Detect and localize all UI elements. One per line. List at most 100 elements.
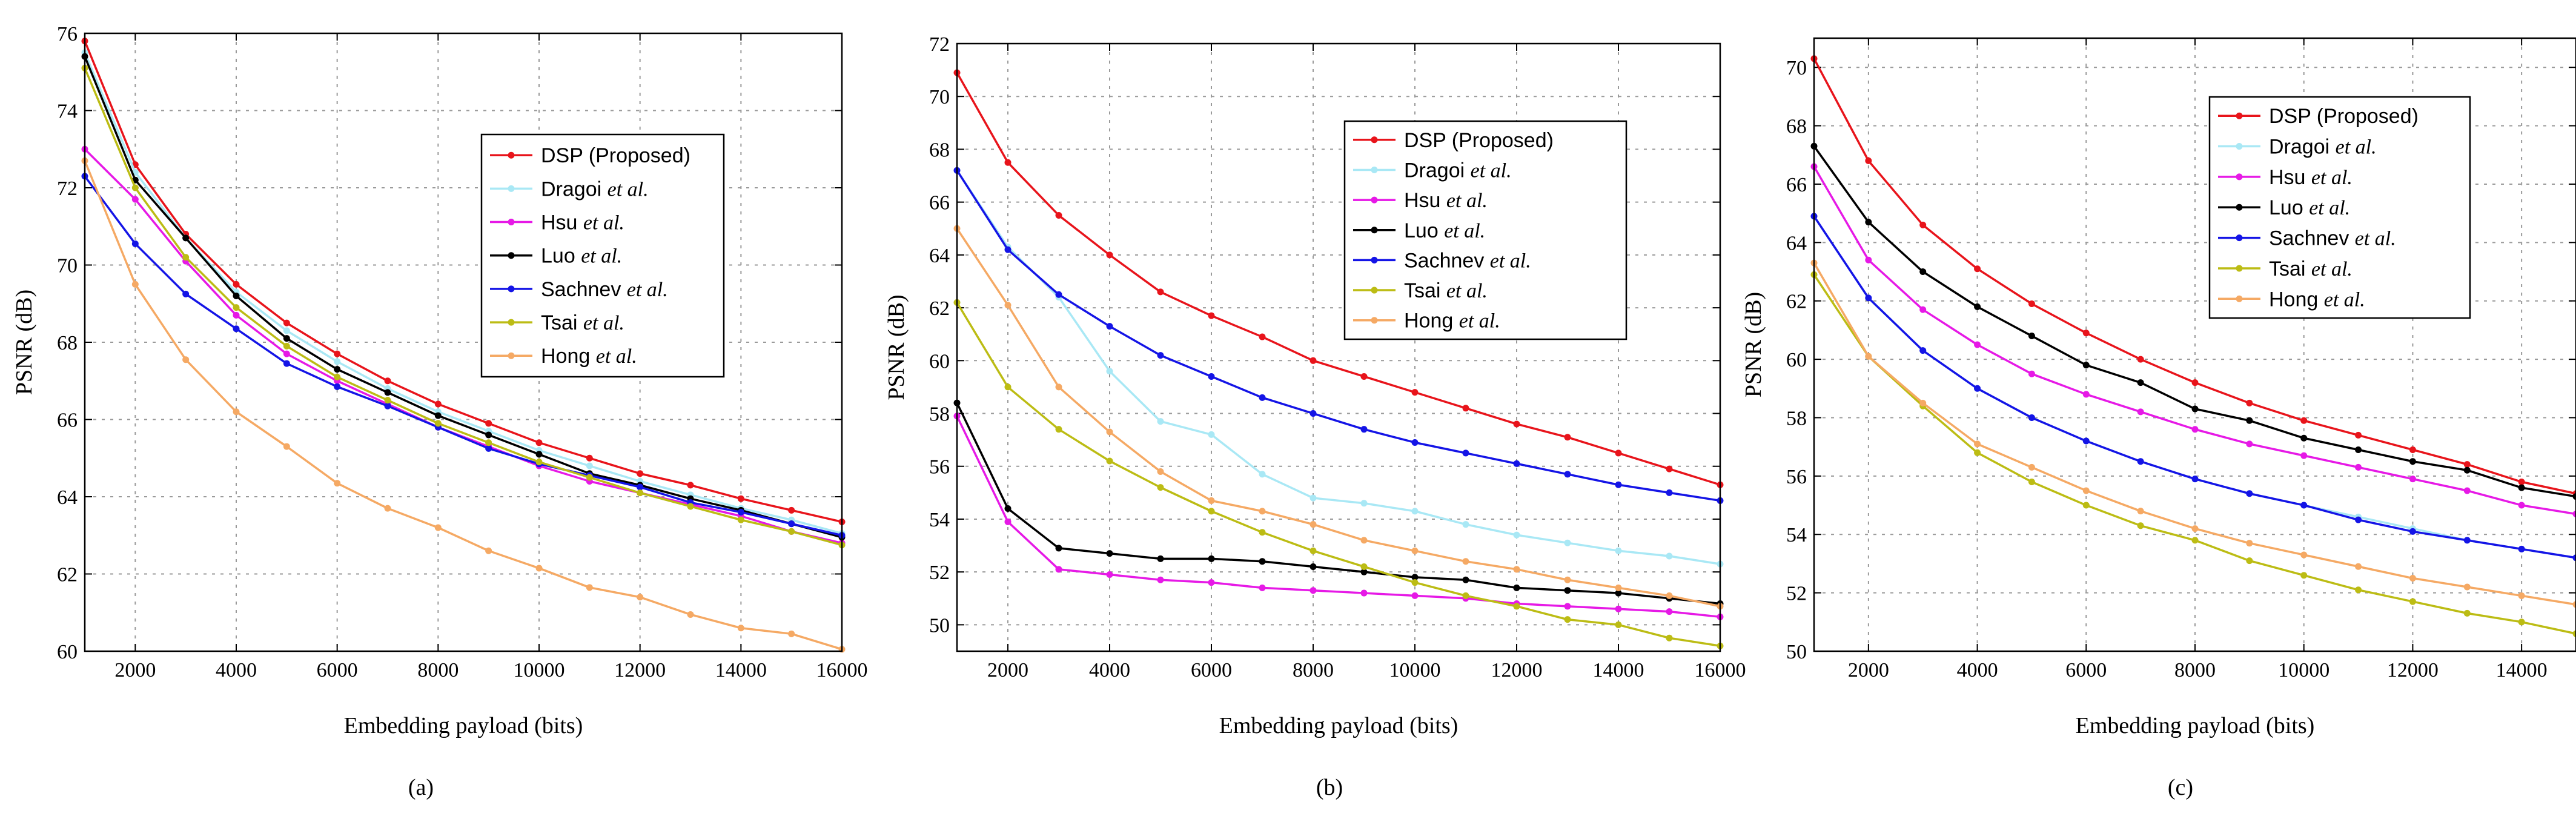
data-point <box>1974 449 1981 456</box>
x-axis-label: Embedding payload (bits) <box>344 713 583 738</box>
data-point <box>586 584 593 591</box>
data-point <box>2355 446 2362 453</box>
data-point <box>1513 460 1520 467</box>
legend-label-name: Hong <box>1404 310 1459 333</box>
data-point <box>1919 347 1927 354</box>
legend-swatch-marker <box>1371 136 1378 144</box>
data-point <box>2518 484 2525 491</box>
data-point <box>1615 481 1622 488</box>
legend-label-suffix: et al. <box>1490 250 1531 272</box>
data-point <box>1666 608 1673 615</box>
data-point <box>434 420 442 427</box>
data-point <box>1208 555 1215 562</box>
data-point <box>1004 518 1012 525</box>
legend-label-suffix: et al. <box>2309 197 2350 219</box>
data-point <box>1004 383 1012 391</box>
y-tick-label: 52 <box>1786 583 1807 605</box>
y-tick-label: 68 <box>1786 116 1807 138</box>
legend: DSP (Proposed)Dragoi et al.Hsu et al.Luo… <box>480 133 725 378</box>
series-sachnev <box>1810 213 2576 562</box>
legend-label: Dragoi et al. <box>541 177 649 201</box>
data-point <box>1106 550 1113 557</box>
legend-label: DSP (Proposed) <box>541 144 690 167</box>
legend-label-name: DSP (Proposed) <box>2269 105 2419 128</box>
data-point <box>1259 529 1266 536</box>
data-point <box>2082 502 2090 509</box>
legend-label: Luo et al. <box>1404 219 1485 242</box>
data-point <box>131 240 139 247</box>
series-luo <box>1810 142 2576 500</box>
data-point <box>1919 221 1927 228</box>
legend-label: DSP (Proposed) <box>1404 129 1554 152</box>
data-point <box>1513 531 1520 539</box>
y-tick-label: 64 <box>929 245 950 267</box>
legend-swatch-marker <box>2236 265 2243 272</box>
data-point <box>2518 502 2525 509</box>
data-point <box>1055 566 1062 573</box>
legend-label: Tsai et al. <box>2269 257 2353 280</box>
legend-item: Hsu et al. <box>1353 189 1488 212</box>
data-point <box>2355 431 2362 439</box>
data-point <box>1666 552 1673 560</box>
data-point <box>1919 268 1927 276</box>
data-point <box>2409 458 2416 465</box>
data-point <box>2028 370 2035 377</box>
x-tick-label: 6000 <box>1191 659 1232 681</box>
data-point <box>283 443 290 450</box>
data-point <box>1564 434 1571 441</box>
data-point <box>1157 484 1164 491</box>
data-point <box>1865 157 1872 164</box>
data-point <box>737 509 744 516</box>
data-point <box>1106 251 1113 259</box>
legend-swatch-marker <box>2236 112 2243 119</box>
data-point <box>283 335 290 342</box>
data-point <box>1259 394 1266 401</box>
data-point <box>535 459 543 466</box>
data-point <box>2246 417 2253 424</box>
y-tick-label: 58 <box>929 403 950 426</box>
data-point <box>283 360 290 367</box>
plot-frame <box>1813 37 2576 652</box>
data-point <box>233 280 240 288</box>
data-point <box>1564 471 1571 478</box>
data-point <box>586 454 593 462</box>
data-point <box>182 356 190 363</box>
y-tick-label: 66 <box>57 409 78 432</box>
data-point <box>1310 563 1317 570</box>
data-point <box>1513 566 1520 573</box>
data-point <box>1360 537 1368 544</box>
data-point <box>384 377 391 385</box>
data-point <box>1208 431 1215 438</box>
data-point <box>637 470 644 477</box>
data-point <box>1615 589 1622 597</box>
legend-item: Dragoi et al. <box>1353 159 1512 182</box>
legend-item: DSP (Proposed) <box>490 144 690 167</box>
x-tick-label: 10000 <box>1389 659 1441 681</box>
legend-swatch-marker <box>508 285 515 293</box>
legend-label-name: Luo <box>541 245 581 268</box>
data-point <box>2463 466 2471 474</box>
legend-label-name: Dragoi <box>1404 159 1471 182</box>
data-point <box>2572 511 2576 518</box>
y-tick-label: 64 <box>1786 232 1807 254</box>
legend-label: Hong et al. <box>2269 288 2365 311</box>
legend-swatch-marker <box>508 352 515 359</box>
data-point <box>1564 616 1571 623</box>
legend-label-name: Sachnev <box>1404 249 1490 272</box>
series-line <box>84 67 843 546</box>
legend-label: Hsu et al. <box>2269 166 2353 189</box>
legend-swatch-marker <box>1371 166 1378 173</box>
data-point <box>1360 563 1368 570</box>
data-point <box>535 451 543 458</box>
data-point <box>1310 521 1317 528</box>
data-point <box>2355 516 2362 523</box>
data-point <box>1106 428 1113 436</box>
data-point <box>1974 385 1981 392</box>
legend-label: Dragoi et al. <box>2269 136 2377 159</box>
x-axis-label: Embedding payload (bits) <box>2076 713 2315 738</box>
data-point <box>2409 575 2416 582</box>
legend-label-name: DSP (Proposed) <box>1404 129 1554 152</box>
series-dsp-proposed- <box>1810 55 2576 497</box>
y-tick-label: 62 <box>57 564 78 586</box>
